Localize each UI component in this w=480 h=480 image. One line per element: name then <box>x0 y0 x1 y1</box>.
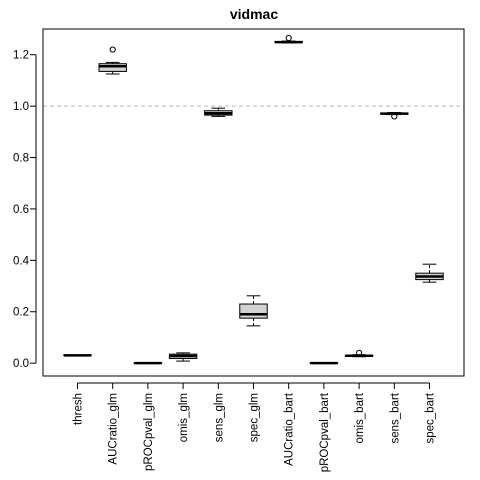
box-pROCpval_bart <box>309 361 339 365</box>
x-tick-label: spec_bart <box>425 392 437 443</box>
x-tick-label: sens_bart <box>389 392 401 443</box>
x-axis: thresh AUCratio_glm pROCpval_glm omis_glm se… <box>72 382 437 472</box>
box-omis_glm <box>168 352 198 362</box>
x-tick-label: omis_bart <box>354 392 366 443</box>
box-body <box>239 303 268 319</box>
x-tick-label: thresh <box>72 393 84 425</box>
box-AUCratio_glm <box>98 46 127 75</box>
x-tick-label: pROCpval_bart <box>319 392 331 472</box>
x-tick-label: AUCratio_glm <box>108 393 120 465</box>
x-tick-label: spec_glm <box>249 393 261 442</box>
box-outlier-point <box>391 113 398 120</box>
box-body <box>98 63 127 72</box>
box-outlier-point <box>356 349 363 356</box>
box-omis_bart <box>344 349 374 358</box>
box-spec_glm <box>239 295 268 327</box>
x-tick-label: omis_glm <box>178 393 190 442</box>
y-tick-label: 1.2 <box>13 50 29 62</box>
box-AUCratio_bart <box>274 34 303 44</box>
y-tick-label: 0.4 <box>13 255 30 267</box>
box-sens_glm <box>204 107 233 117</box>
x-tick-label: AUCratio_bart <box>284 392 296 466</box>
y-tick-label: 0.6 <box>13 204 29 216</box>
y-tick-label: 0.8 <box>13 153 29 165</box>
box-sens_bart <box>380 112 409 120</box>
box-outlier-point <box>285 34 292 42</box>
y-axis: 0.0 0.2 0.4 0.6 0.8 1.0 1.2 <box>13 50 37 370</box>
y-tick-label: 0.2 <box>13 307 29 319</box>
chart-title: vidmac <box>230 6 278 22</box>
plot-frame <box>42 28 465 377</box>
box-outlier-point <box>109 46 116 53</box>
plot-layer <box>63 34 444 365</box>
box-spec_bart <box>415 263 444 283</box>
y-tick-label: 1.0 <box>13 101 29 113</box>
box-thresh <box>63 354 92 357</box>
x-tick-label: pROCpval_glm <box>143 393 155 471</box>
y-tick-label: 0.0 <box>13 358 29 370</box>
x-tick-label: sens_glm <box>213 393 225 442</box>
box-pROCpval_glm <box>133 361 163 365</box>
